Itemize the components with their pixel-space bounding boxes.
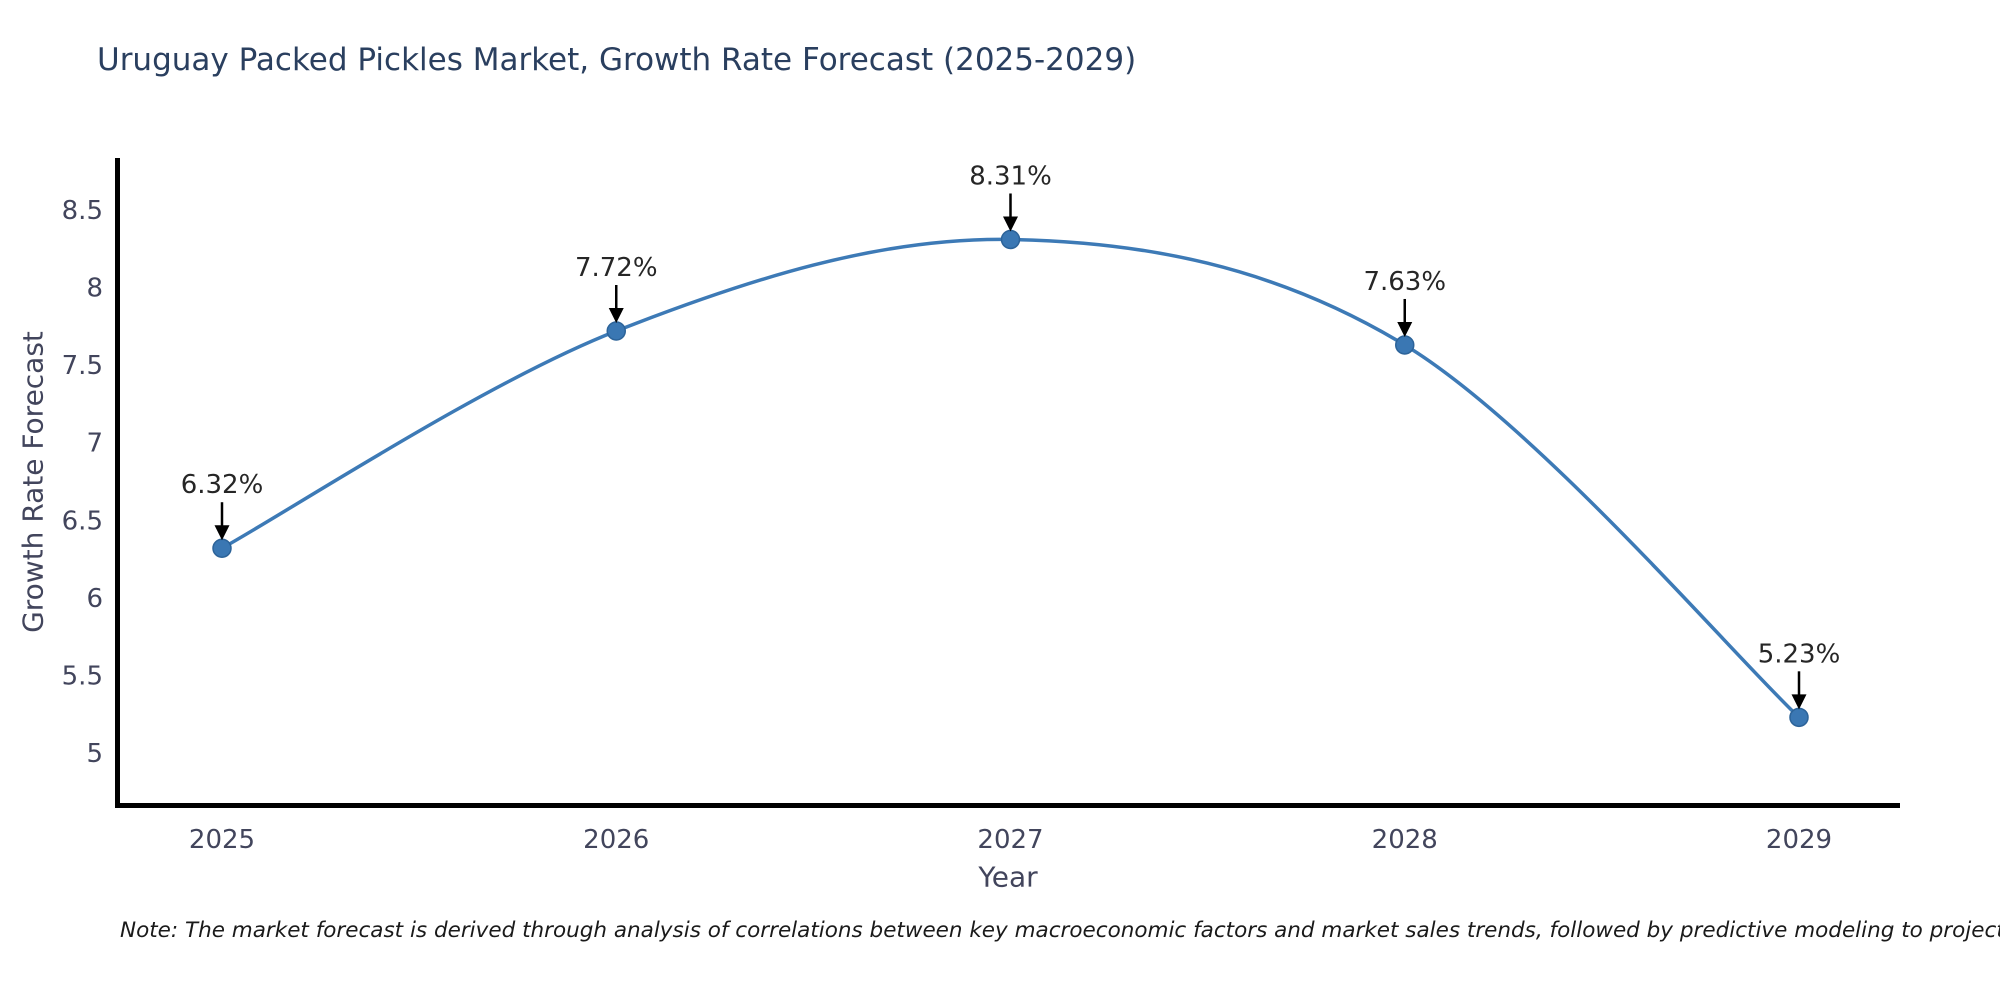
y-tick-label: 5.5 (62, 661, 103, 691)
chart-title: Uruguay Packed Pickles Market, Growth Ra… (97, 42, 1137, 78)
y-tick-label: 7 (86, 429, 103, 459)
data-point-marker (606, 321, 626, 341)
data-point-label: 6.32% (181, 470, 264, 500)
annotation-arrow-head (1791, 694, 1807, 710)
y-tick-label: 8 (86, 274, 103, 304)
annotation-arrow-head (608, 308, 624, 324)
x-axis-spine (115, 803, 1900, 808)
x-tick-label: 2029 (1766, 825, 1832, 855)
y-tick-label: 6.5 (62, 506, 103, 536)
annotation-arrow-head (1397, 321, 1413, 337)
data-point-marker (1000, 229, 1021, 250)
y-tick-label: 7.5 (62, 351, 103, 381)
data-point-marker (1395, 335, 1415, 355)
x-axis-label: Year (978, 860, 1038, 894)
y-axis-spine (115, 158, 120, 808)
y-tick-label: 6 (86, 584, 103, 614)
x-tick-label: 2028 (1372, 825, 1438, 855)
x-tick-label: 2026 (583, 825, 649, 855)
x-tick-label: 2025 (189, 825, 255, 855)
data-point-marker (1789, 707, 1809, 728)
footnote: Note: The market forecast is derived thr… (120, 918, 2000, 943)
annotation-arrow-head (1003, 216, 1018, 232)
data-point-label: 7.72% (575, 253, 658, 283)
annotation-arrow-head (214, 525, 230, 541)
y-tick-label: 5 (86, 739, 103, 769)
data-point-label: 7.63% (1363, 267, 1446, 297)
y-tick-label: 8.5 (62, 196, 103, 226)
data-point-label: 8.31% (969, 161, 1052, 191)
data-point-marker (212, 538, 232, 558)
forecast-line (220, 237, 1801, 720)
data-point-label: 5.23% (1758, 639, 1841, 669)
x-tick-label: 2027 (977, 825, 1043, 855)
